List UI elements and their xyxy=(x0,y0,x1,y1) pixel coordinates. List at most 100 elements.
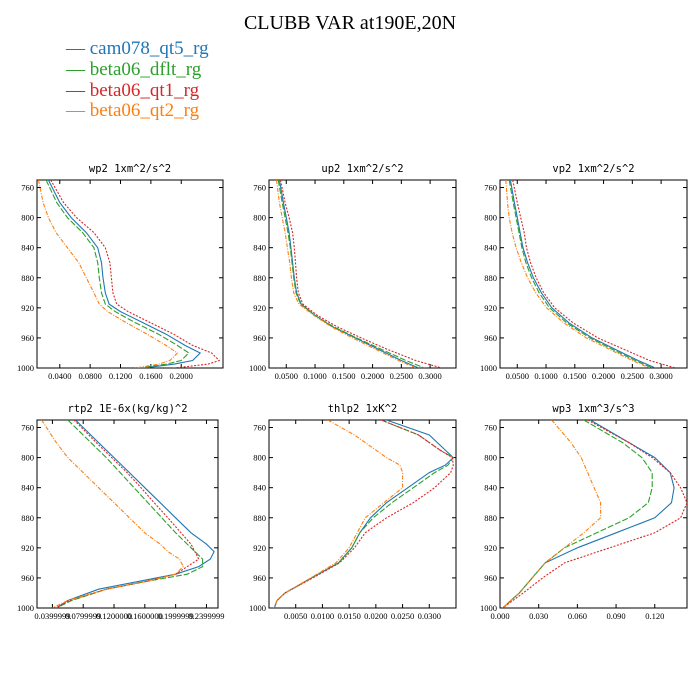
panel-title: rtp2 1E-6x(kg/kg)^2 xyxy=(67,403,187,415)
panel-0: wp2 1xm^2/s^2 760 800 840 880 920 960 1000 0.040… xyxy=(17,163,224,381)
y-tick-label: 800 xyxy=(484,453,497,463)
y-tick-label: 960 xyxy=(253,333,266,343)
y-tick-label: 840 xyxy=(253,243,266,253)
y-tick-label: 1000 xyxy=(249,363,266,373)
y-tick-label: 840 xyxy=(253,483,266,493)
y-tick-label: 880 xyxy=(484,273,497,283)
x-tick-label: 0.0500 xyxy=(275,371,298,381)
y-tick-label: 960 xyxy=(21,573,34,583)
series-line-cam078_qt5_rg xyxy=(273,420,455,608)
y-tick-label: 840 xyxy=(484,243,497,253)
panel-title: vp2 1xm^2/s^2 xyxy=(552,163,634,175)
panel-title: up2 1xm^2/s^2 xyxy=(321,163,403,175)
x-tick-label: 0.2399999 xyxy=(188,611,224,621)
series-line-cam078_qt5_rg xyxy=(47,180,202,368)
x-tick-label: 0.2000 xyxy=(170,371,193,381)
x-tick-label: 0.0300 xyxy=(418,611,441,621)
y-tick-label: 1000 xyxy=(17,363,34,373)
y-tick-label: 760 xyxy=(253,183,266,193)
y-tick-label: 1000 xyxy=(17,603,34,613)
series-line-beta06_qt2_rg xyxy=(273,420,404,608)
panel-title: thlp2 1xK^2 xyxy=(328,403,398,415)
y-tick-label: 920 xyxy=(253,543,266,553)
series-line-beta06_dflt_rg xyxy=(508,180,653,368)
x-tick-label: 0.1600000 xyxy=(127,611,163,621)
x-tick-label: 0.1000 xyxy=(303,371,326,381)
y-tick-label: 760 xyxy=(484,183,497,193)
series-line-beta06_qt1_rg xyxy=(50,180,221,368)
plot-frame xyxy=(36,179,224,369)
series-line-cam078_qt5_rg xyxy=(509,180,656,368)
x-tick-label: 0.090 xyxy=(607,611,626,621)
series-line-beta06_qt1_rg xyxy=(56,420,200,608)
y-tick-label: 840 xyxy=(484,483,497,493)
y-tick-label: 920 xyxy=(484,543,497,553)
y-tick-label: 800 xyxy=(253,213,266,223)
x-tick-label: 0.1000 xyxy=(534,371,557,381)
x-tick-label: 0.2000 xyxy=(592,371,615,381)
y-tick-label: 1000 xyxy=(480,363,497,373)
series-line-beta06_qt1_rg xyxy=(502,420,687,608)
series-line-cam078_qt5_rg xyxy=(55,420,215,608)
y-tick-label: 880 xyxy=(21,513,34,523)
x-tick-label: 0.3000 xyxy=(418,371,441,381)
x-tick-label: 0.000 xyxy=(490,611,509,621)
y-tick-label: 880 xyxy=(21,273,34,283)
legend-entry-qt1: — beta06_qt1_rg xyxy=(66,80,200,101)
series-line-cam078_qt5_rg xyxy=(278,180,419,368)
series-line-beta06_qt1_rg xyxy=(512,180,676,368)
panel-3: rtp2 1E-6x(kg/kg)^2 760 800 840 880 920 960 100… xyxy=(17,403,225,621)
x-tick-label: 0.0500 xyxy=(506,371,529,381)
plot-frame xyxy=(36,419,219,609)
series-line-beta06_dflt_rg xyxy=(56,420,204,608)
x-tick-label: 0.0100 xyxy=(311,611,334,621)
y-tick-label: 760 xyxy=(21,183,34,193)
figure-title: CLUBB VAR at190E,20N xyxy=(243,12,457,34)
y-tick-label: 840 xyxy=(21,243,34,253)
y-tick-label: 760 xyxy=(253,423,266,433)
plot-frame xyxy=(268,179,457,369)
legend-entry-dflt: — beta06_dflt_rg xyxy=(66,59,202,80)
panel-4: thlp2 1xK^2 760 800 840 880 920 960 1000 0.0050 0… xyxy=(249,403,457,621)
y-tick-label: 960 xyxy=(21,333,34,343)
series-line-cam078_qt5_rg xyxy=(502,420,675,608)
y-tick-label: 960 xyxy=(484,333,497,343)
x-tick-label: 0.1500 xyxy=(563,371,586,381)
x-tick-label: 0.1200000 xyxy=(96,611,132,621)
x-tick-label: 0.1500 xyxy=(332,371,355,381)
y-tick-label: 800 xyxy=(21,453,34,463)
series-line-beta06_qt2_rg xyxy=(505,180,650,368)
series-line-beta06_qt2_rg xyxy=(502,420,602,608)
x-tick-label: 0.0250 xyxy=(391,611,414,621)
x-tick-label: 0.0400 xyxy=(48,371,71,381)
panel-5: wp3 1xm^3/s^3 760 800 840 880 920 960 10000.000… xyxy=(480,403,688,621)
x-tick-label: 0.0150 xyxy=(337,611,360,621)
y-tick-label: 960 xyxy=(253,573,266,583)
x-tick-label: 0.0399999 xyxy=(34,611,70,621)
panel-1: up2 1xm^2/s^2 760 800 840 880 920 960 1000 0.050… xyxy=(249,163,457,381)
y-tick-label: 920 xyxy=(484,303,497,313)
y-tick-label: 880 xyxy=(253,273,266,283)
y-tick-label: 880 xyxy=(484,513,497,523)
series-line-beta06_qt2_rg xyxy=(41,420,184,608)
y-tick-label: 1000 xyxy=(480,603,497,613)
x-tick-label: 0.0799999 xyxy=(65,611,101,621)
y-tick-label: 960 xyxy=(484,573,497,583)
series-line-beta06_qt2_rg xyxy=(275,180,416,368)
series-line-beta06_dflt_rg xyxy=(277,180,425,368)
panel-title: wp3 1xm^3/s^3 xyxy=(552,403,634,415)
series-line-beta06_qt1_rg xyxy=(273,420,454,608)
x-tick-label: 0.1200 xyxy=(109,371,132,381)
y-tick-label: 920 xyxy=(253,303,266,313)
y-tick-label: 800 xyxy=(21,213,34,223)
x-tick-label: 0.0200 xyxy=(364,611,387,621)
x-tick-label: 0.2000 xyxy=(361,371,384,381)
y-tick-label: 800 xyxy=(484,213,497,223)
x-tick-label: 0.2500 xyxy=(390,371,413,381)
plot-frame xyxy=(499,179,688,369)
plot-frame xyxy=(268,419,457,609)
x-tick-label: 0.1600 xyxy=(139,371,162,381)
legend-entry-cam078: — cam078_qt5_rg xyxy=(66,38,209,59)
x-tick-label: 0.030 xyxy=(529,611,548,621)
series-line-beta06_dflt_rg xyxy=(273,420,455,608)
